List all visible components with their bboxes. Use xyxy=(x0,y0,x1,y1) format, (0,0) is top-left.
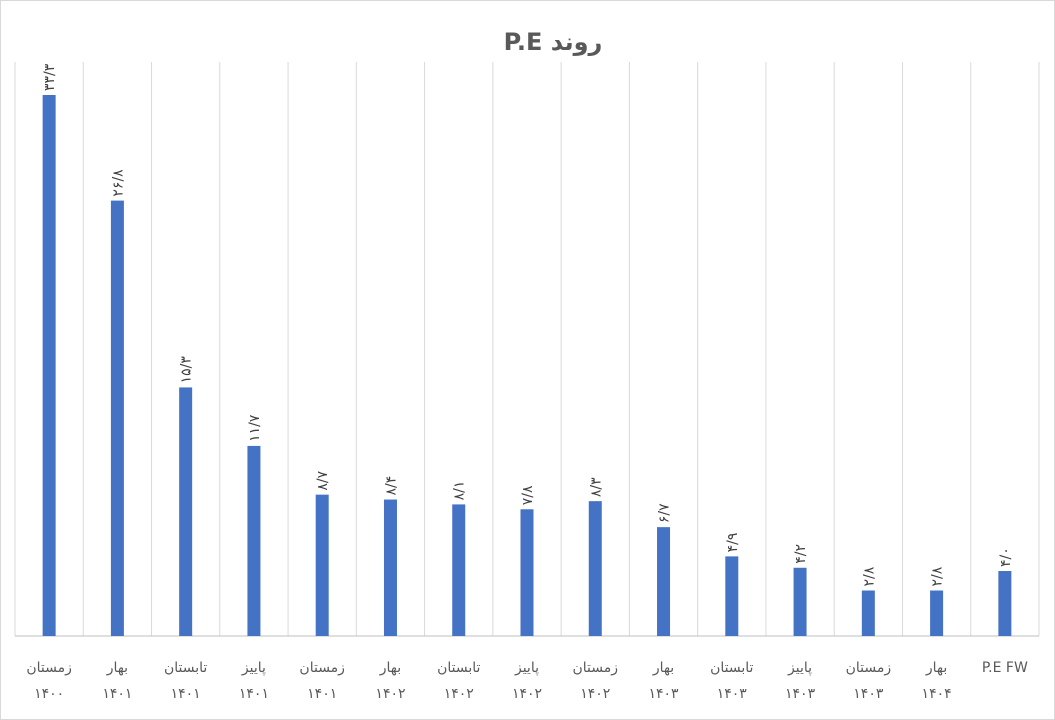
data-label: ۴/۹ xyxy=(725,533,741,553)
category-label: پاییز xyxy=(514,660,539,676)
category-label: تابستان xyxy=(437,660,480,676)
data-label: ۲۶/۸ xyxy=(110,169,126,197)
category-year-label: ۱۴۰۴ xyxy=(922,686,952,702)
category-label: بهار xyxy=(925,660,947,676)
category-year-label: ۱۴۰۱ xyxy=(239,686,269,702)
category-year-label: ۱۴۰۱ xyxy=(307,686,337,702)
category-label: P.E FW xyxy=(982,660,1028,676)
bar xyxy=(110,200,124,637)
data-label: ۱۵/۳ xyxy=(179,356,195,384)
category-label: تابستان xyxy=(164,660,207,676)
data-label: ۲/۸ xyxy=(930,566,946,586)
category-year-label: ۱۴۰۳ xyxy=(853,686,884,702)
category-label: زمستان xyxy=(573,660,619,676)
bars xyxy=(42,95,1012,637)
category-label: زمستان xyxy=(299,660,345,676)
bar xyxy=(930,590,944,636)
category-year-label: ۱۴۰۲ xyxy=(580,686,610,702)
category-year-label: ۱۴۰۳ xyxy=(785,686,816,702)
data-label: ۴/۲ xyxy=(793,544,809,564)
data-label: ۸/۴ xyxy=(383,476,399,496)
category-label: پاییز xyxy=(241,660,266,676)
category-label: پاییز xyxy=(787,660,812,676)
gridlines xyxy=(14,62,1040,637)
bar xyxy=(383,499,397,636)
category-year-label: ۱۴۰۲ xyxy=(375,686,405,702)
chart-title: روند P.E xyxy=(504,28,603,56)
category-label: زمستان xyxy=(846,660,892,676)
data-label: ۸/۳ xyxy=(588,477,604,497)
data-labels: ۳۳/۳ ۲۶/۸ ۱۵/۳ ۱۱/۷ ۸/۷ ۸/۴ ۸/۱ ۷/۸ ۸/۳ ۶/۷ ۴/۹ ۴/۲… xyxy=(42,63,1014,586)
bar xyxy=(725,556,739,636)
data-label: ۴/۰ xyxy=(998,547,1014,567)
data-label: ۸/۷ xyxy=(315,470,331,490)
data-label: ۱۱/۷ xyxy=(247,414,263,442)
data-label: ۳۳/۳ xyxy=(42,63,58,91)
category-labels: زمستان ۱۴۰۰ بهار ۱۴۰۱ تابستان ۱۴۰۱ پاییز ۱۴۰۱ زم… xyxy=(26,660,1028,702)
bar xyxy=(657,527,671,636)
data-label: ۶/۷ xyxy=(657,503,673,523)
data-label: ۷/۸ xyxy=(520,485,536,505)
category-year-label: ۱۴۰۲ xyxy=(512,686,542,702)
category-label: بهار xyxy=(379,660,401,676)
category-year-label: ۱۴۰۳ xyxy=(717,686,748,702)
category-year-label: ۱۴۰۳ xyxy=(648,686,679,702)
bar xyxy=(179,387,193,636)
bar xyxy=(247,445,261,636)
category-label: بهار xyxy=(106,660,128,676)
category-label: زمستان xyxy=(26,660,72,676)
category-year-label: ۱۴۰۱ xyxy=(102,686,132,702)
category-label: تابستان xyxy=(710,660,753,676)
bar xyxy=(793,567,807,636)
bar xyxy=(588,501,602,636)
bar xyxy=(861,590,875,636)
data-label: ۸/۱ xyxy=(452,481,468,501)
category-year-label: ۱۴۰۲ xyxy=(444,686,474,702)
category-year-label: ۱۴۰۰ xyxy=(34,686,64,702)
bar xyxy=(520,509,534,636)
bar xyxy=(315,494,329,636)
category-label: بهار xyxy=(652,660,674,676)
bar xyxy=(42,95,56,636)
category-year-label: ۱۴۰۱ xyxy=(171,686,201,702)
bar xyxy=(452,504,466,636)
bar xyxy=(998,571,1012,636)
data-label: ۲/۸ xyxy=(861,566,877,586)
